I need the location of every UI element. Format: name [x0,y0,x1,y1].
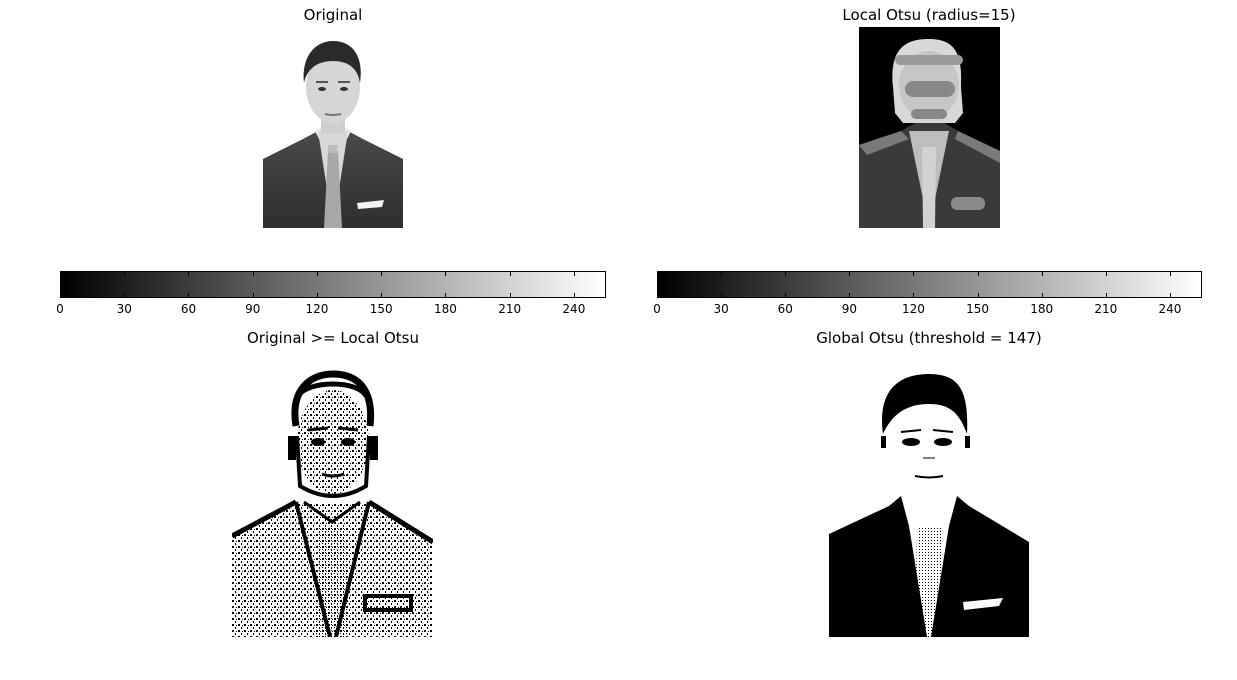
colorbar-tick-mark [977,272,979,276]
colorbar-tick-mark [721,293,723,297]
colorbar-tick-mark [785,272,787,276]
colorbar-tick-label: 120 [902,302,925,316]
panel-title-global-otsu: Global Otsu (threshold = 147) [816,329,1042,347]
colorbar-tick-mark [913,272,915,276]
colorbar-tick-label: 150 [966,302,990,316]
colorbar-tick-mark [977,293,979,297]
colorbar-tick-mark [849,293,851,297]
colorbar-tick-mark [721,272,723,276]
colorbar-tick-label: 240 [562,302,586,316]
colorbar-tick-label: 0 [653,302,661,316]
comparison-image [232,366,433,637]
colorbar-tick-label: 30 [116,302,132,316]
colorbar-tick-mark [188,272,190,276]
colorbar-tick-mark [1169,293,1171,297]
colorbar-tick-label: 60 [180,302,197,316]
original-image [263,27,403,228]
colorbar-tick-mark [573,293,575,297]
colorbar-tick-mark [1041,272,1043,276]
colorbar-tick-mark [913,293,915,297]
colorbar-tick-mark [381,272,383,276]
colorbar-tick-label: 30 [713,302,729,316]
colorbar-tick-label: 180 [1030,302,1054,316]
panel-title-local-otsu: Local Otsu (radius=15) [842,6,1016,24]
colorbar-tick-mark [657,293,658,297]
colorbar-tick-mark [509,293,511,297]
colorbar-tick-mark [849,272,851,276]
colorbar-tick-mark [785,293,787,297]
colorbar-tick-mark [252,272,254,276]
colorbar-tick-label: 240 [1158,302,1182,316]
colorbar-tick-label: 180 [433,302,457,316]
global-otsu-image [829,366,1029,637]
colorbar-tick-mark [316,272,318,276]
colorbar-tick-mark [316,293,318,297]
colorbar-tick-mark [60,293,61,297]
colorbar-tick-label: 60 [777,302,793,316]
colorbar-tick-label: 90 [841,302,857,316]
colorbar-tick-mark [124,272,126,276]
colorbar-original [60,271,606,298]
colorbar-tick-mark [60,272,61,276]
colorbar-tick-mark [188,293,190,297]
colorbar-tick-mark [1105,272,1107,276]
colorbar-tick-mark [252,293,254,297]
colorbar-tick-label: 90 [245,302,261,316]
panel-title-comparison: Original >= Local Otsu [246,329,420,347]
colorbar-tick-label: 150 [369,302,393,316]
colorbar-tick-label: 0 [56,302,64,316]
colorbar-tick-mark [445,272,447,276]
colorbar-tick-label: 210 [1094,302,1118,316]
local-otsu-image [859,27,1000,228]
colorbar-tick-mark [124,293,126,297]
colorbar-tick-mark [1105,293,1107,297]
colorbar-tick-mark [445,293,447,297]
colorbar-tick-mark [657,272,658,276]
colorbar-tick-label: 210 [498,302,522,316]
colorbar-tick-label: 120 [305,302,329,316]
colorbar-tick-mark [509,272,511,276]
colorbar-local-otsu [657,271,1202,298]
colorbar-tick-mark [573,272,575,276]
colorbar-tick-mark [1169,272,1171,276]
colorbar-tick-mark [1041,293,1043,297]
panel-title-original: Original [303,6,363,24]
colorbar-tick-mark [381,293,383,297]
